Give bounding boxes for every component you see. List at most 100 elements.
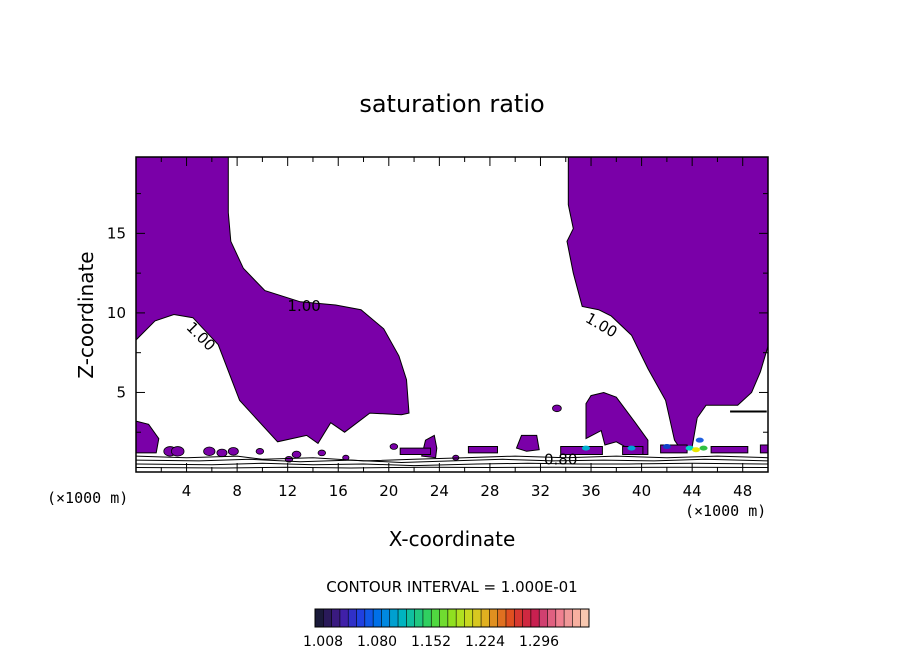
colorbar-swatch bbox=[580, 609, 590, 627]
speckle bbox=[552, 404, 562, 413]
x-axis-ticks: 4 8 12 16 20 24 28 32 36 40 44 48 bbox=[160, 157, 752, 500]
colorbar-swatch bbox=[389, 609, 399, 627]
speckles bbox=[163, 404, 562, 463]
colorbar-swatch bbox=[356, 609, 366, 627]
colorbar-swatch bbox=[481, 609, 490, 627]
colorbar-swatch bbox=[414, 609, 424, 627]
colorbar-swatch bbox=[464, 609, 474, 627]
x-tick-label: 28 bbox=[480, 482, 499, 500]
colorbar-swatch bbox=[472, 609, 482, 627]
colorbar-swatch bbox=[456, 609, 465, 627]
hotspot bbox=[691, 447, 700, 453]
speckle bbox=[203, 446, 216, 457]
contour-label: 1.00 bbox=[287, 297, 320, 315]
colorbar-swatch bbox=[348, 609, 357, 627]
x-tick-label: 24 bbox=[430, 482, 449, 500]
y-axis-ticks: 5 10 15 bbox=[107, 193, 768, 433]
speckle bbox=[291, 450, 302, 459]
colorbar-tick-label: 1.008 bbox=[303, 634, 343, 650]
contour-line bbox=[135, 458, 769, 464]
colorbar-swatch bbox=[381, 609, 391, 627]
hotspots bbox=[581, 437, 708, 453]
region-left-edge-blob bbox=[135, 420, 160, 454]
region-upper-left-supersaturated bbox=[135, 156, 410, 445]
colorbar-swatch bbox=[572, 609, 581, 627]
hotspot bbox=[699, 445, 708, 451]
colorbar-swatch bbox=[547, 609, 557, 627]
colorbar-swatch bbox=[447, 609, 457, 627]
colorbar-swatch bbox=[323, 609, 332, 627]
speckle bbox=[255, 448, 265, 455]
speckle bbox=[227, 447, 239, 456]
contour-line bbox=[135, 455, 769, 462]
x-tick-label: 36 bbox=[581, 482, 600, 500]
x-tick-label: 8 bbox=[232, 482, 242, 500]
x-tick-label: 20 bbox=[379, 482, 398, 500]
colorbar-swatch bbox=[431, 609, 440, 627]
colorbar-tick-label: 1.152 bbox=[411, 634, 451, 650]
colorbar-swatch bbox=[422, 609, 432, 627]
colorbar-swatch bbox=[497, 609, 507, 627]
x-axis-label: X-coordinate bbox=[389, 527, 516, 551]
hotspot bbox=[695, 437, 704, 443]
contour-line bbox=[135, 466, 769, 469]
x-tick-label: 4 bbox=[182, 482, 192, 500]
x-tick-label: 40 bbox=[632, 482, 651, 500]
speckle bbox=[216, 448, 228, 458]
region-blob-31 bbox=[515, 434, 540, 452]
speckle bbox=[389, 443, 399, 450]
speckle bbox=[317, 449, 327, 457]
region-strip-7 bbox=[759, 444, 769, 454]
contour-interval-label: CONTOUR INTERVAL = 1.000E-01 bbox=[326, 578, 577, 596]
y-tick-label: 15 bbox=[107, 224, 126, 242]
colorbar-tick-labels: 1.008 1.080 1.152 1.224 1.296 bbox=[303, 634, 559, 650]
colorbar-swatch bbox=[522, 609, 532, 627]
colorbar-swatch bbox=[505, 609, 515, 627]
colorbar-swatch bbox=[514, 609, 523, 627]
colorbar-swatch bbox=[373, 609, 382, 627]
region-upper-right-supersaturated bbox=[566, 156, 769, 452]
colorbar-swatch bbox=[398, 609, 407, 627]
colorbar-swatch bbox=[539, 609, 548, 627]
x-unit-left: (×1000 m) bbox=[47, 489, 128, 507]
speckle bbox=[170, 446, 185, 457]
colorbar-swatch bbox=[489, 609, 498, 627]
contour-label: 0.80 bbox=[544, 451, 577, 469]
hotspot bbox=[662, 444, 671, 450]
region-strip-1 bbox=[399, 447, 431, 455]
region-strip-6 bbox=[710, 446, 749, 454]
hotspot bbox=[627, 445, 636, 451]
colorbar-swatch bbox=[439, 609, 449, 627]
region-right-blob bbox=[585, 391, 649, 455]
x-unit-right: (×1000 m) bbox=[685, 502, 766, 520]
y-tick-label: 5 bbox=[116, 383, 126, 401]
colorbar-tick-label: 1.224 bbox=[465, 634, 505, 650]
colorbar-tick-label: 1.080 bbox=[357, 634, 397, 650]
hotspot bbox=[685, 445, 694, 451]
colorbar-swatch bbox=[339, 609, 349, 627]
colorbar-swatch bbox=[331, 609, 341, 627]
plot-frame bbox=[135, 156, 769, 473]
colorbar-tick-label: 1.296 bbox=[519, 634, 559, 650]
region-strip-3 bbox=[560, 446, 603, 455]
colorbar-swatch bbox=[530, 609, 540, 627]
colorbar-frame bbox=[314, 608, 590, 628]
x-tick-label: 16 bbox=[329, 482, 348, 500]
hotspot bbox=[581, 445, 590, 451]
colorbar-swatch bbox=[564, 609, 573, 627]
x-tick-label: 44 bbox=[683, 482, 702, 500]
x-tick-label: 32 bbox=[531, 482, 550, 500]
x-tick-label: 48 bbox=[733, 482, 752, 500]
region-strip-2 bbox=[467, 446, 498, 454]
y-axis-label: Z-coordinate bbox=[74, 251, 98, 378]
colorbar-swatch bbox=[315, 609, 324, 627]
contour-lines bbox=[135, 410, 769, 469]
x-tick-label: 12 bbox=[278, 482, 297, 500]
contour-line bbox=[135, 462, 769, 467]
y-tick-label: 10 bbox=[107, 304, 126, 322]
colorbar-swatch bbox=[364, 609, 374, 627]
colorbar bbox=[314, 609, 590, 627]
colorbar-swatch bbox=[406, 609, 415, 627]
colorbar-swatch bbox=[555, 609, 565, 627]
